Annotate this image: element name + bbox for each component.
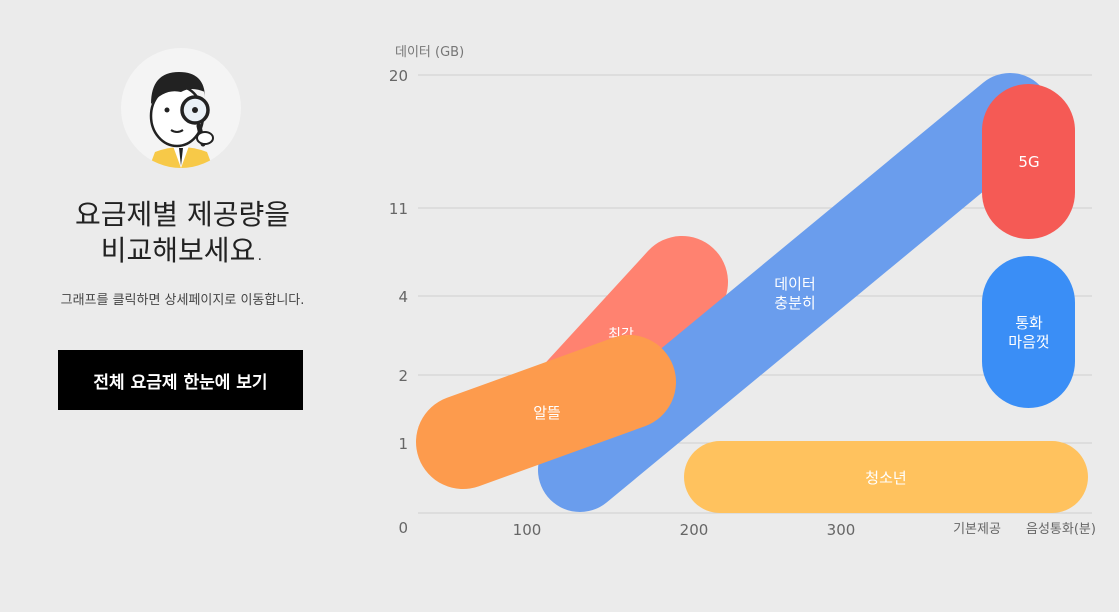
view-all-plans-button[interactable]: 전체 요금제 한눈에 보기 [58,350,303,410]
plan-call-unlimited[interactable]: 통화 마음껏 [982,256,1075,408]
headline-line-1: 요금제별 제공량을 [75,198,290,231]
detective-illustration [149,72,214,168]
y-tick-1: 1 [398,435,408,453]
headline-line-2: 비교해보세요. [100,234,265,267]
plan-youth-label: 청소년 [865,469,906,487]
chart-svg: 데이터 (GB) 20 11 4 2 1 0 100 200 300 기본제공 … [389,45,1096,539]
plan-call-label-1: 통화 [1015,314,1043,332]
y-tick-20: 20 [389,67,408,85]
y-tick-0: 0 [398,519,408,537]
detective-avatar [121,48,241,168]
y-axis-label: 데이터 (GB) [395,45,464,60]
x-tick-200: 200 [680,521,709,539]
instruction-text: 그래프를 클릭하면 상세페이지로 이동합니다. [60,293,305,308]
intro-panel: 요금제별 제공량을 비교해보세요. 그래프를 클릭하면 상세페이지로 이동합니다… [0,0,365,608]
plan-comparison-chart: 데이터 (GB) 20 11 4 2 1 0 100 200 300 기본제공 … [365,0,1119,608]
x-tick-300: 300 [827,521,856,539]
plan-data-label-2: 충분히 [774,294,815,312]
plan-altteul-label: 알뜰 [533,404,561,422]
plan-call-label-2: 마음껏 [1008,333,1049,351]
plan-youth[interactable]: 청소년 [684,441,1088,513]
x-axis-label: 음성통화(분) [1026,522,1096,537]
page-headline: 요금제별 제공량을 비교해보세요. [0,197,365,269]
plan-data-label-1: 데이터 [774,275,815,293]
x-tick-basic: 기본제공 [953,522,1001,537]
plan-5g-label: 5G [1018,153,1039,171]
y-tick-4: 4 [398,288,408,306]
plan-5g[interactable]: 5G [982,84,1075,239]
y-tick-11: 11 [389,200,408,218]
plan-altteul[interactable]: 알뜰 [416,335,676,489]
x-tick-100: 100 [513,521,542,539]
y-tick-2: 2 [398,367,408,385]
